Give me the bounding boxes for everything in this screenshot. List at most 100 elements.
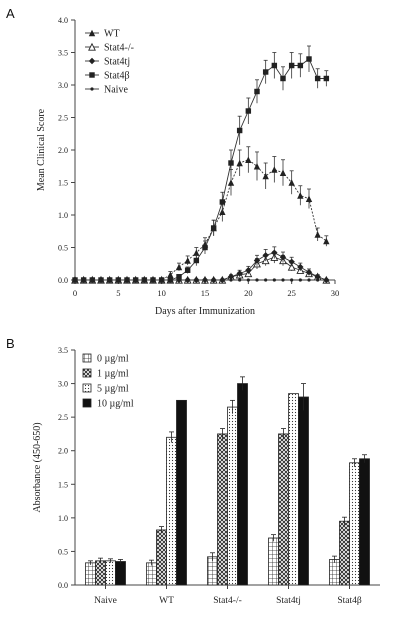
y-tick-label: 3.5 — [58, 346, 68, 355]
group-stat4 — [330, 455, 370, 585]
bar — [116, 562, 126, 586]
bar — [299, 397, 309, 585]
y-tick-label: 1.0 — [58, 514, 68, 523]
data-point — [288, 259, 294, 265]
data-point — [195, 278, 198, 281]
data-point — [143, 278, 146, 281]
bar — [238, 384, 248, 585]
bar — [350, 463, 360, 585]
legend: WTStat4-/-Stat4tjStat4βNaive — [85, 29, 134, 96]
x-tick-label: WT — [159, 596, 174, 606]
data-point — [324, 76, 329, 81]
data-point — [298, 63, 303, 68]
bar-chart-panel-b: 0.00.51.01.52.02.53.03.5Absorbance (450-… — [0, 330, 407, 620]
y-tick-label: 0.5 — [58, 244, 68, 253]
y-tick-label: 0.0 — [58, 276, 68, 285]
data-point — [289, 63, 294, 68]
data-point — [255, 278, 258, 281]
legend-marker — [89, 72, 94, 77]
legend-marker — [90, 87, 93, 90]
x-tick-label: 25 — [287, 288, 296, 298]
data-point — [254, 89, 259, 94]
data-point — [211, 225, 216, 230]
bar — [106, 561, 116, 585]
data-point — [176, 264, 182, 270]
data-point — [263, 69, 268, 74]
data-point — [306, 196, 312, 202]
data-point — [228, 179, 234, 185]
bar — [167, 437, 177, 585]
data-point — [160, 278, 163, 281]
data-point — [246, 108, 251, 113]
bar — [360, 459, 370, 585]
data-point — [323, 238, 329, 244]
data-point — [117, 278, 120, 281]
data-point — [202, 245, 207, 250]
legend-label: 1 µg/ml — [97, 369, 129, 380]
data-point — [315, 76, 320, 81]
data-point — [125, 278, 128, 281]
data-point — [273, 278, 276, 281]
bar — [330, 559, 340, 585]
data-point — [316, 278, 319, 281]
x-tick-label: Naive — [94, 596, 117, 606]
y-tick-label: 1.5 — [58, 480, 68, 489]
bar — [269, 538, 279, 585]
data-point — [247, 278, 250, 281]
bar — [157, 530, 167, 585]
data-point — [185, 268, 190, 273]
x-tick-label: 10 — [157, 288, 166, 298]
group-stat4tj — [269, 384, 309, 585]
data-point — [194, 258, 199, 263]
x-tick-label: 0 — [73, 288, 77, 298]
legend-label: Stat4tj — [104, 57, 130, 68]
bar — [218, 434, 228, 585]
data-point — [169, 278, 172, 281]
data-point — [82, 278, 85, 281]
legend-swatch — [83, 384, 91, 392]
y-tick-label: 3.0 — [58, 380, 68, 389]
x-tick-label: 5 — [116, 288, 120, 298]
legend-label: 5 µg/ml — [97, 384, 129, 395]
legend-marker — [89, 58, 95, 64]
data-point — [203, 278, 206, 281]
y-axis-title: Absorbance (450-650) — [32, 422, 43, 512]
y-tick-label: 0.0 — [58, 581, 68, 590]
data-point — [280, 76, 285, 81]
x-tick-label: Stat4β — [337, 596, 362, 606]
series-line — [75, 253, 326, 280]
x-axis-title: Days after Immunization — [155, 306, 255, 317]
data-point — [108, 278, 111, 281]
y-tick-label: 1.0 — [58, 211, 68, 220]
y-tick-label: 2.0 — [58, 146, 68, 155]
data-point — [220, 199, 225, 204]
y-tick-label: 2.5 — [58, 413, 68, 422]
data-point — [307, 278, 310, 281]
data-point — [91, 278, 94, 281]
data-point — [297, 192, 303, 198]
data-point — [245, 157, 251, 163]
legend-label: Naive — [104, 85, 128, 96]
legend: 0 µg/ml1 µg/ml5 µg/ml10 µg/ml — [83, 354, 134, 410]
data-point — [99, 278, 102, 281]
data-point — [271, 166, 277, 172]
bar — [177, 400, 187, 585]
x-tick-label: 20 — [244, 288, 253, 298]
data-point — [237, 128, 242, 133]
data-point — [184, 257, 190, 263]
data-point — [325, 278, 328, 281]
data-point — [290, 278, 293, 281]
bar — [96, 561, 106, 585]
data-point — [229, 278, 232, 281]
bar — [289, 394, 299, 585]
y-tick-label: 4.0 — [58, 16, 68, 25]
data-point — [177, 278, 180, 281]
data-point — [151, 278, 154, 281]
y-tick-label: 0.5 — [58, 547, 68, 556]
bar — [208, 557, 218, 585]
y-tick-label: 3.5 — [58, 49, 68, 58]
data-point — [221, 278, 224, 281]
data-point — [238, 278, 241, 281]
legend-label: 0 µg/ml — [97, 354, 129, 365]
